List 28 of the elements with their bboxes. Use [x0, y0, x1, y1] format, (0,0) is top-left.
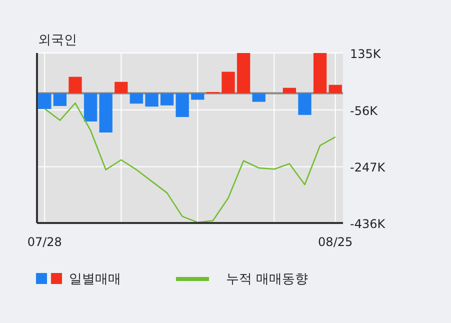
x-tick-label: 08/25 — [318, 235, 353, 249]
bar — [68, 76, 82, 94]
bar — [99, 93, 112, 132]
bar — [160, 93, 174, 106]
legend-label: 일별매매 — [69, 272, 121, 287]
legend-label: 누적 매매동향 — [226, 272, 308, 287]
bar — [53, 93, 67, 106]
bar — [236, 53, 250, 94]
bar — [38, 93, 52, 109]
y-tick-label: -56K — [350, 104, 379, 118]
chart-title: 외국인 — [38, 33, 77, 48]
bar — [145, 93, 158, 107]
line-series — [44, 102, 336, 224]
bar — [282, 88, 296, 94]
bar — [298, 93, 312, 115]
bar — [176, 93, 189, 118]
bar — [222, 72, 235, 94]
bar — [252, 93, 266, 102]
bar — [84, 93, 98, 122]
y-tick-label: -247K — [350, 160, 386, 175]
bar — [114, 82, 128, 94]
y-tick-label: 135K — [350, 47, 382, 61]
bar — [191, 93, 204, 100]
x-tick-label: 07/28 — [27, 235, 62, 249]
bar — [130, 93, 144, 104]
bar — [313, 53, 327, 94]
y-tick-label: -436K — [350, 217, 386, 231]
bar — [328, 84, 342, 94]
